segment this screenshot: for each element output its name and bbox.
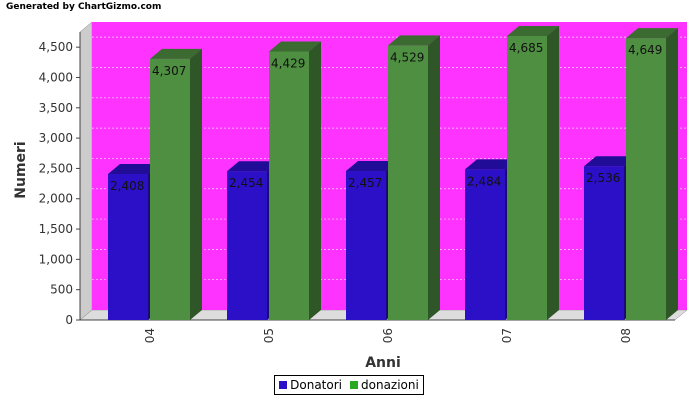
y-tick-label: 3,000 [39,131,73,145]
y-tick-label: 4,500 [39,40,73,54]
y-tick-label: 500 [50,283,73,297]
bar-top [227,161,279,172]
y-tick-label: 3,500 [39,101,73,115]
data-label: 4,649 [628,43,662,57]
bar-side [309,41,321,320]
bar-donazioni-07 [507,25,559,321]
bar-top [465,159,517,170]
legend-swatch-donazioni [350,381,358,389]
bar-front [388,45,428,321]
bar-top [388,35,440,46]
x-tick-label: 06 [381,328,395,343]
bar-front [269,51,309,320]
y-tick-label: 2,000 [39,192,73,206]
bar-side [190,48,202,320]
legend-item-donazioni: donazioni [350,378,419,392]
legend: Donatori donazioni [274,375,424,395]
plot-left-wall [79,21,93,321]
x-tick-label: 04 [143,328,157,343]
bar-front [108,173,148,320]
bar-front [507,35,547,321]
data-label: 4,529 [390,50,424,64]
y-axis: 0 500 1,000 1,500 2,000 2,500 3,000 3,500 4,000 4… [39,32,81,327]
bar-front [227,171,267,320]
bar-front [465,169,505,320]
bar-top [346,161,398,172]
bar-front [584,166,624,320]
bar-top [269,41,321,52]
bar-side [547,25,559,321]
bar-donazioni-05 [269,41,321,320]
data-label: 2,484 [467,174,501,188]
x-axis: 04 05 06 07 08 [80,319,675,343]
generated-by-label: Generated by ChartGizmo.com [6,2,162,12]
bar-top [507,25,559,36]
bar-top [108,163,160,174]
bar-top [150,48,202,59]
bar-marks [108,25,678,321]
bar-front [626,38,666,321]
y-tick-label: 1,000 [39,252,73,266]
legend-swatch-donatori [279,381,288,389]
legend-label-donatori: Donatori [290,378,342,392]
data-label: 4,429 [271,56,305,70]
bar-donazioni-06 [388,35,440,321]
y-tick-label: 4,000 [39,70,73,84]
bar-front [346,171,386,320]
data-label: 4,685 [509,41,543,55]
data-label: 2,454 [229,176,263,190]
bar-donazioni-08 [626,28,678,321]
data-labels: 2,408 4,307 2,454 4,429 2,457 4,529 2,484 4,685… [110,41,662,193]
y-tick-label: 0 [65,313,73,327]
bar-top [626,28,678,39]
bar-front [150,58,190,320]
bar-side [666,28,678,321]
legend-item-donatori: Donatori [279,378,342,392]
y-tick-label: 1,500 [39,222,73,236]
y-axis-title: Numeri [13,141,29,198]
x-tick-label: 08 [619,328,633,343]
x-tick-label: 05 [262,328,276,343]
data-label: 2,457 [348,176,382,190]
y-tick-label: 2,500 [39,161,73,175]
data-label: 2,408 [110,179,144,193]
data-label: 2,536 [586,171,620,185]
x-axis-title: Anni [365,355,401,371]
bar-donazioni-04 [150,48,202,320]
x-tick-label: 07 [500,328,514,343]
data-label: 4,307 [152,64,186,78]
bar-top [584,156,636,167]
legend-label-donazioni: donazioni [361,378,419,392]
bar-side [428,35,440,321]
